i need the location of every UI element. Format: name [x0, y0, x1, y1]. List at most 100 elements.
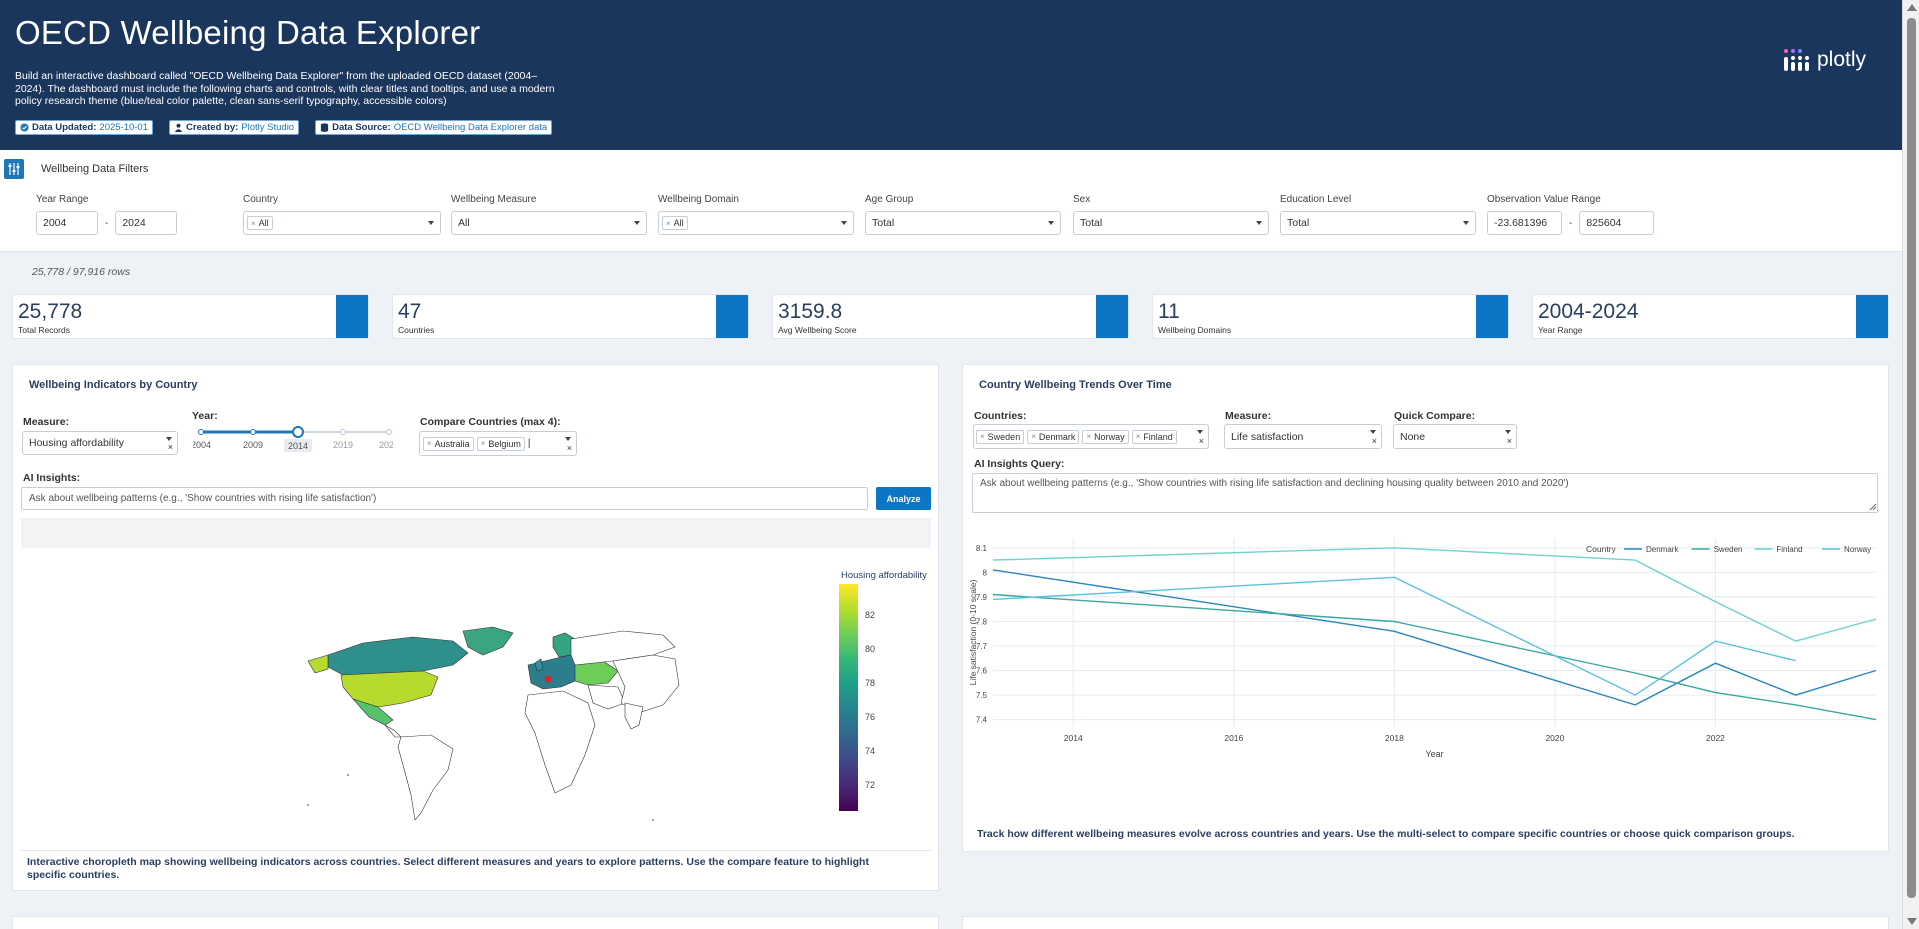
age-group-filter: Age Group Total: [865, 194, 1061, 235]
user-icon: [174, 123, 183, 132]
map-panel-title: Wellbeing Indicators by Country: [29, 379, 198, 391]
page-scrollbar[interactable]: [1902, 0, 1919, 929]
year-to-input[interactable]: 2024: [115, 211, 178, 235]
trend-caption: Track how different wellbeing measures e…: [977, 828, 1795, 840]
choropleth-map[interactable]: [303, 625, 683, 825]
country-select[interactable]: × All: [243, 211, 441, 235]
trend-measure-select[interactable]: Life satisfaction ×: [1224, 424, 1382, 449]
series-line-sweden: [992, 593, 1877, 721]
y-tick-label: 7.9: [976, 593, 988, 602]
domain-select[interactable]: × All: [658, 211, 854, 235]
app-header: OECD Wellbeing Data Explorer Build an in…: [0, 0, 1902, 150]
plotly-logo[interactable]: plotly: [1783, 48, 1866, 72]
obs-min-input[interactable]: -23.681396: [1487, 211, 1562, 235]
kpi-accent-bar: [1096, 295, 1128, 338]
remove-tag-icon[interactable]: ×: [1031, 432, 1036, 441]
colorbar: [839, 584, 858, 811]
y-tick-label: 7.4: [976, 716, 988, 725]
x-tick-label: 2022: [1706, 733, 1725, 743]
map-region-india: [624, 702, 644, 730]
country-tag[interactable]: × Norway: [1082, 429, 1129, 444]
map-region-africa: [524, 690, 596, 794]
divider: [21, 850, 931, 851]
measure-select[interactable]: All: [451, 211, 647, 235]
analyze-button[interactable]: Analyze: [876, 487, 931, 510]
chevron-down-icon: [166, 437, 172, 441]
y-tick-label: 7.8: [976, 617, 988, 626]
resize-handle-icon[interactable]: [1869, 503, 1877, 511]
remove-tag-icon[interactable]: ×: [251, 218, 256, 228]
compare-highlight-belgium: [544, 675, 552, 683]
page-description: Build an interactive dashboard called "O…: [15, 70, 555, 107]
chevron-down-icon: [1505, 430, 1511, 434]
clear-icon[interactable]: ×: [167, 442, 173, 452]
remove-tag-icon[interactable]: ×: [1135, 432, 1141, 441]
country-tag[interactable]: × Denmark: [1027, 429, 1080, 444]
filters-toggle-button[interactable]: [4, 159, 24, 179]
legend-item: Sweden: [1714, 545, 1743, 554]
chevron-down-icon: [428, 221, 434, 225]
country-tag[interactable]: × Finland: [1131, 429, 1177, 444]
clear-icon[interactable]: ×: [566, 443, 572, 453]
scroll-down-icon[interactable]: [1907, 918, 1917, 925]
x-tick-label: 2020: [1545, 733, 1564, 743]
education-select[interactable]: Total: [1280, 211, 1476, 235]
compare-tag[interactable]: × Belgium: [476, 436, 525, 451]
country-tag[interactable]: × All: [247, 216, 273, 230]
chevron-down-icon: [1048, 221, 1054, 225]
page-title: OECD Wellbeing Data Explorer: [15, 14, 481, 51]
chevron-down-icon: [1256, 221, 1262, 225]
map-measure-select[interactable]: Housing affordability ×: [22, 431, 178, 455]
kpi-avg-score: 3159.8 Avg Wellbeing Score: [772, 294, 1129, 339]
clear-icon[interactable]: ×: [1506, 436, 1512, 446]
obs-max-input[interactable]: 825604: [1579, 211, 1655, 235]
check-circle-icon: [20, 123, 29, 132]
remove-tag-icon[interactable]: ×: [480, 439, 486, 448]
year-mark: 2004: [193, 440, 211, 450]
scroll-up-icon[interactable]: [1907, 4, 1917, 11]
quick-compare-select[interactable]: None ×: [1393, 424, 1517, 449]
map-region-greenland: [462, 626, 514, 656]
remove-tag-icon[interactable]: ×: [666, 218, 671, 228]
year-mark: 2014: [288, 441, 308, 451]
y-tick-label: 7.7: [976, 642, 988, 651]
year-slider[interactable]: 2004 2009 2014 2019 2024: [193, 424, 393, 456]
remove-tag-icon[interactable]: ×: [980, 432, 985, 441]
domain-filter: Wellbeing Domain × All: [658, 194, 854, 235]
map-ai-input[interactable]: Ask about wellbeing patterns (e.g., 'Sho…: [21, 487, 868, 510]
legend-item: Norway: [1844, 545, 1871, 554]
map-region-europe: [527, 654, 579, 690]
ai-insights-output: [21, 518, 931, 548]
compare-tag[interactable]: × Australia: [423, 436, 474, 451]
scrollbar-thumb[interactable]: [1907, 18, 1916, 898]
trend-countries-select[interactable]: × Sweden × Denmark × Norway × Finland ×: [973, 424, 1209, 449]
colorbar-tick: 74: [865, 746, 876, 756]
colorbar-tick: 72: [865, 780, 876, 790]
year-slider-handle: [292, 426, 304, 438]
trend-ai-textarea[interactable]: Ask about wellbeing patterns (e.g., 'Sho…: [972, 473, 1878, 513]
map-region-usa: [340, 670, 439, 708]
kpi-domains: 11 Wellbeing Domains: [1152, 294, 1509, 339]
remove-tag-icon[interactable]: ×: [1086, 432, 1092, 441]
sex-filter: Sex Total: [1073, 194, 1269, 235]
sex-select[interactable]: Total: [1073, 211, 1269, 235]
x-tick-label: 2018: [1385, 733, 1404, 743]
clear-icon[interactable]: ×: [1371, 436, 1377, 446]
chevron-down-icon: [1463, 221, 1469, 225]
database-icon: [320, 123, 329, 132]
x-axis-label: Year: [1425, 749, 1443, 759]
chevron-down-icon: [634, 221, 640, 225]
colorbar-tick: 82: [865, 610, 876, 620]
year-from-input[interactable]: 2004: [36, 211, 98, 235]
country-tag[interactable]: × Sweden: [976, 429, 1025, 444]
colorbar-tick: 80: [865, 644, 876, 654]
clear-icon[interactable]: ×: [1198, 436, 1204, 446]
compare-countries-select[interactable]: × Australia × Belgium | ×: [419, 431, 577, 456]
domain-tag[interactable]: × All: [662, 216, 688, 230]
trend-line-chart[interactable]: 7.4 7.5 7.6 7.7 7.8 7.9 8 8.1 2014 2016 2018 2020 20…: [965, 530, 1887, 780]
x-tick-label: 2016: [1224, 733, 1243, 743]
age-group-select[interactable]: Total: [865, 211, 1061, 235]
remove-tag-icon[interactable]: ×: [427, 439, 432, 448]
year-mark: 2024: [379, 440, 393, 450]
series-line-finland: [992, 547, 1877, 642]
